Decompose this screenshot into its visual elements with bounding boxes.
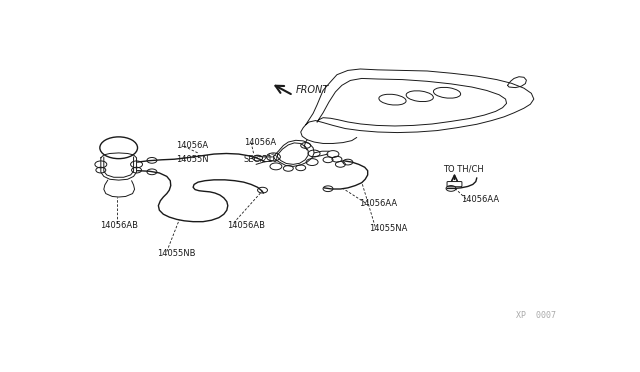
Text: XP  0007: XP 0007 [516,311,556,320]
Text: TO TH/CH: TO TH/CH [443,165,484,174]
Text: 14056AB: 14056AB [227,221,265,230]
Text: FRONT: FRONT [296,86,329,96]
Text: 14055N: 14055N [176,155,209,164]
Text: SEC.210: SEC.210 [244,155,278,164]
Text: 14055NB: 14055NB [157,249,195,258]
Text: 14056A: 14056A [244,138,276,147]
Text: 14055NA: 14055NA [369,224,407,233]
Text: 14056AA: 14056AA [461,195,499,204]
Text: 14056AB: 14056AB [100,221,138,230]
Text: 14056A: 14056A [176,141,208,150]
Text: 14056AA: 14056AA [359,199,397,208]
